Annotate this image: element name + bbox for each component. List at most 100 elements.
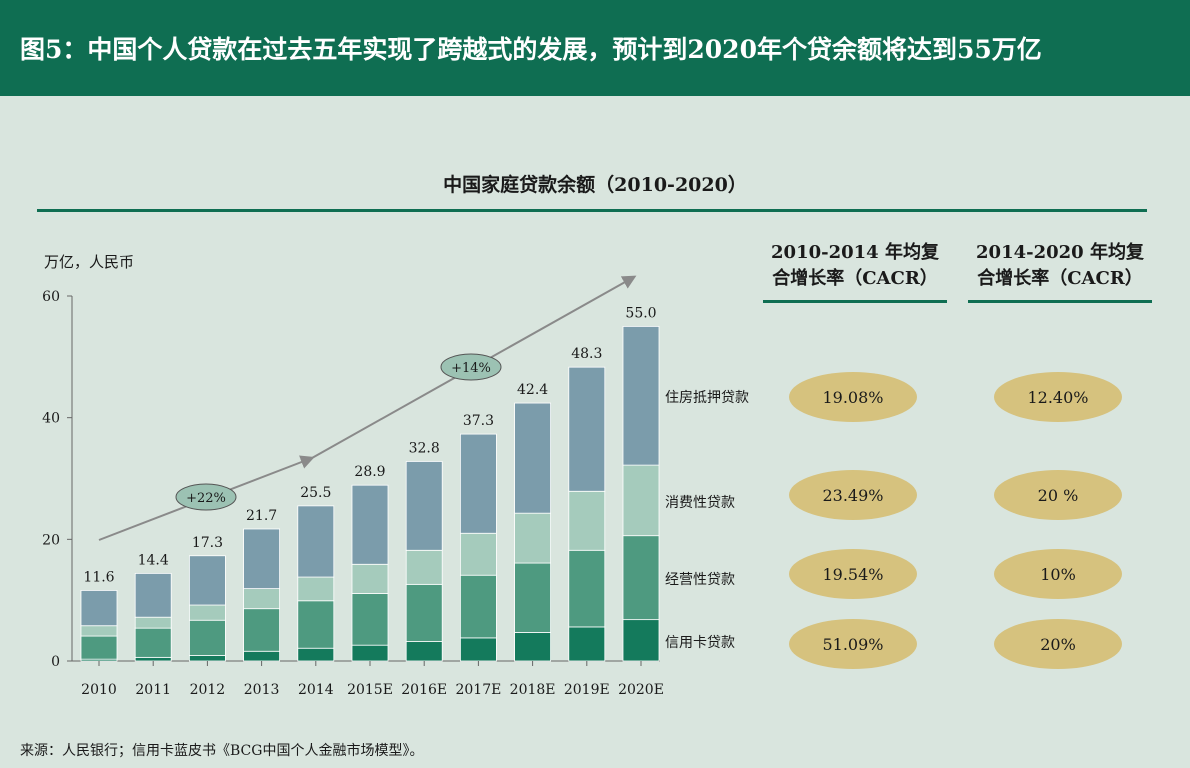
bar-total-label: 37.3 — [463, 413, 494, 429]
cagr-value-credit-card-2010-2014: 51.09% — [789, 619, 917, 669]
chart-title: 中国家庭贷款余额（2010-2020） — [443, 174, 747, 196]
bar-segment — [134, 627, 172, 658]
bar-segment — [459, 637, 497, 662]
cagr-header-line2: 合增长率（CACR） — [977, 268, 1143, 289]
x-tick-label: 2011 — [135, 682, 171, 698]
bar-segment — [405, 549, 443, 585]
row-label-credit-card: 信用卡贷款 — [665, 635, 735, 651]
x-tick-label: 2018E — [510, 682, 556, 698]
bar-segment — [297, 647, 335, 662]
x-tick-label: 2014 — [298, 682, 334, 698]
bar-segment — [514, 402, 551, 514]
bar-segment — [459, 532, 497, 576]
bar-segment — [459, 574, 497, 639]
bar-segment — [297, 600, 335, 649]
bar-total-label: 48.3 — [571, 346, 602, 362]
cagr-value-business-2010-2014: 19.54% — [789, 549, 917, 599]
cagr-header-2010-2014: 2010-2014 年均复 合增长率（CACR） — [763, 240, 947, 292]
bar-total-label: 11.6 — [83, 569, 114, 585]
bar-segment — [405, 461, 443, 551]
cagr-value-consumer-2014-2020: 20 % — [994, 470, 1122, 520]
bar-segment — [351, 484, 389, 565]
page-title: 图5：中国个人贷款在过去五年实现了跨越式的发展，预计到2020年个贷余额将达到5… — [20, 35, 1042, 64]
row-label-business: 经营性贷款 — [665, 572, 735, 588]
bar-total-label: 55.0 — [625, 305, 656, 321]
bar-segment — [243, 608, 281, 652]
bar-total-label: 25.5 — [300, 485, 331, 501]
cagr-value-mortgage-2014-2020: 12.40% — [994, 372, 1122, 422]
y-tick-label: 0 — [51, 654, 60, 670]
growth-bubble-2014-2020 — [440, 353, 502, 381]
bar-segment — [351, 593, 389, 646]
y-tick-label: 40 — [42, 411, 60, 427]
row-label-mortgage: 住房抵押贷款 — [665, 390, 749, 406]
bar-segment — [405, 583, 443, 642]
bar-segment — [188, 604, 226, 621]
x-tick-label: 2016E — [401, 682, 447, 698]
x-tick-label: 2020E — [618, 682, 664, 698]
bar-segment — [568, 366, 606, 492]
bar-segment — [514, 562, 551, 633]
bar-total-label: 14.4 — [138, 552, 169, 568]
cagr-value-consumer-2010-2014: 23.49% — [789, 470, 917, 520]
bar-segment — [80, 590, 118, 627]
bar-total-label: 17.3 — [192, 535, 223, 551]
bar-segment — [80, 635, 118, 660]
cagr-value-business-2014-2020: 10% — [994, 549, 1122, 599]
bar-total-label: 21.7 — [246, 508, 277, 524]
bar-segment — [514, 632, 551, 662]
bar-segment — [622, 464, 660, 537]
growth-rate-label: +14% — [451, 361, 491, 376]
bar-total-label: 42.4 — [517, 382, 548, 398]
cagr-header-line1: 2014-2020 年均复 — [976, 242, 1144, 263]
x-tick-label: 2017E — [455, 682, 501, 698]
y-axis-unit-label: 万亿，人民币 — [44, 253, 135, 271]
bar-segment — [243, 650, 281, 662]
x-tick-label: 2010 — [81, 682, 117, 698]
bar-segment — [568, 490, 606, 551]
x-tick-label: 2015E — [347, 682, 393, 698]
bar-segment — [297, 505, 335, 578]
cagr-header-line1: 2010-2014 年均复 — [771, 242, 939, 263]
bar-segment — [514, 512, 551, 564]
x-tick-label: 2019E — [564, 682, 610, 698]
growth-rate-label: +22% — [186, 491, 226, 506]
bar-segment — [568, 549, 606, 628]
cagr-value-credit-card-2014-2020: 20% — [994, 619, 1122, 669]
y-tick-label: 60 — [42, 289, 60, 305]
bar-segment — [405, 641, 443, 662]
bar-segment — [297, 576, 335, 602]
cagr-value-mortgage-2010-2014: 19.08% — [789, 372, 917, 422]
x-tick-label: 2013 — [244, 682, 280, 698]
source-note: 来源：人民银行；信用卡蓝皮书《BCG中国个人金融市场模型》。 — [20, 743, 424, 759]
x-tick-label: 2012 — [190, 682, 226, 698]
bar-segment — [622, 535, 660, 621]
bar-segment — [351, 644, 389, 662]
bar-segment — [188, 555, 226, 606]
bar-segment — [622, 326, 660, 466]
bar-segment — [188, 619, 226, 656]
bar-segment — [243, 588, 281, 610]
bar-segment — [80, 625, 118, 637]
bar-segment — [351, 563, 389, 594]
row-label-consumer: 消费性贷款 — [665, 495, 735, 511]
bar-total-label: 28.9 — [354, 464, 385, 480]
bar-total-label: 32.8 — [409, 440, 440, 456]
header-banner: 图5：中国个人贷款在过去五年实现了跨越式的发展，预计到2020年个贷余额将达到5… — [0, 0, 1190, 96]
title-divider — [37, 209, 1147, 212]
bar-segment — [188, 655, 226, 662]
y-tick-label: 20 — [42, 532, 60, 548]
cagr-header-rule — [763, 300, 947, 303]
growth-bubble-2010-2014 — [175, 483, 237, 511]
bar-segment — [568, 626, 606, 662]
cagr-header-2014-2020: 2014-2020 年均复 合增长率（CACR） — [968, 240, 1152, 292]
cagr-header-rule — [968, 300, 1152, 303]
bar-segment — [459, 433, 497, 534]
bar-segment — [134, 616, 172, 629]
bar-segment — [134, 656, 172, 662]
bar-segment — [134, 573, 172, 618]
bar-segment — [622, 619, 660, 662]
bar-segment — [243, 528, 281, 590]
cagr-header-line2: 合增长率（CACR） — [772, 268, 938, 289]
